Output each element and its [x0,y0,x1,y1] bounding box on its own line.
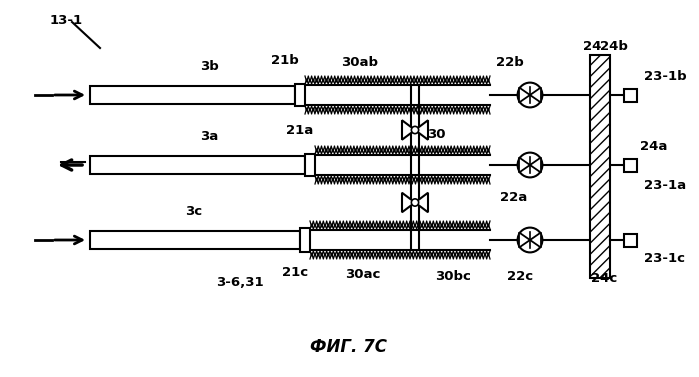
Text: 3b: 3b [200,60,219,73]
Text: 13-1: 13-1 [50,14,83,27]
Text: 22a: 22a [500,191,527,204]
Text: ФИГ. 7C: ФИГ. 7C [310,338,387,356]
Circle shape [517,228,542,252]
Polygon shape [415,193,428,212]
Bar [300,228,310,252]
Text: 23-1a: 23-1a [644,179,686,192]
Bar [624,158,637,172]
Text: 30: 30 [427,129,445,141]
Polygon shape [402,193,415,212]
Text: 22c: 22c [507,270,533,283]
Text: 21c: 21c [282,266,308,279]
Polygon shape [530,158,541,173]
Text: 22b: 22b [496,56,524,69]
Text: 24a: 24a [640,141,668,153]
Polygon shape [530,232,541,248]
Text: 24b: 24b [600,40,628,53]
Polygon shape [415,120,428,140]
Bar [90,156,305,174]
Bar [305,154,315,176]
Circle shape [411,199,419,206]
Polygon shape [402,120,415,140]
Bar [305,85,490,105]
Text: 21b: 21b [271,54,299,67]
Text: 30ac: 30ac [345,268,380,281]
Text: 21a: 21a [287,124,314,137]
Text: 3-6,31: 3-6,31 [216,276,264,289]
Polygon shape [519,232,530,248]
Bar [590,55,610,278]
Text: 23-1c: 23-1c [644,251,685,265]
Text: 3c: 3c [185,205,202,218]
Bar [411,85,419,250]
Text: 23-1b: 23-1b [644,70,686,83]
Circle shape [411,126,419,133]
Circle shape [517,153,542,178]
Bar [90,231,300,249]
Text: 30bc: 30bc [435,270,470,283]
Polygon shape [519,158,530,173]
Bar [90,86,295,104]
Text: 30ab: 30ab [342,56,378,69]
Circle shape [517,83,542,107]
Text: 24: 24 [583,40,601,53]
Bar [624,233,637,247]
Text: 24c: 24c [591,272,617,285]
Bar [310,230,490,250]
Polygon shape [519,87,530,103]
Bar [295,84,305,106]
Text: 3a: 3a [200,130,218,143]
Bar [624,89,637,101]
Bar [315,155,490,175]
Polygon shape [530,87,541,103]
